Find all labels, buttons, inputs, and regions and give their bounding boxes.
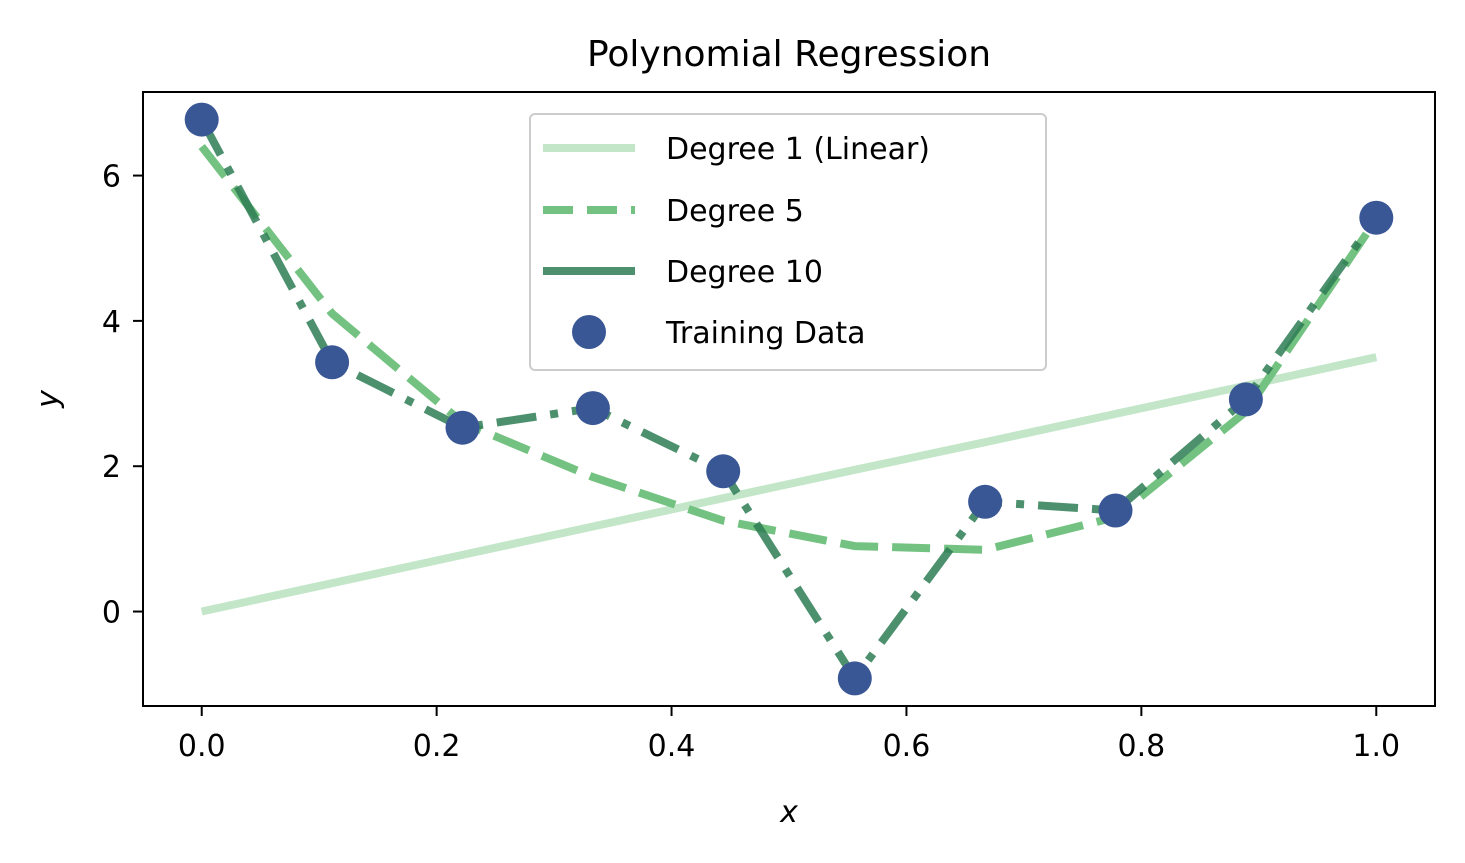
x-tick-label: 1.0	[1352, 729, 1400, 764]
legend-label: Degree 10	[666, 255, 823, 290]
series-line-2	[198, 144, 1380, 554]
data-point	[575, 391, 610, 426]
y-axis-label: y	[31, 389, 66, 409]
data-point	[184, 102, 219, 137]
data-point	[968, 484, 1003, 519]
legend-entry: Degree 5	[543, 194, 804, 229]
y-axis: 0 2 4 6	[102, 160, 143, 631]
x-tick-label: 0.0	[178, 729, 226, 764]
series-line-1	[200, 353, 1378, 616]
data-point	[1228, 382, 1263, 417]
x-axis-label: x	[779, 795, 798, 830]
x-tick-label: 0.4	[648, 729, 696, 764]
x-tick-label: 0.6	[883, 729, 931, 764]
legend-entry: Degree 1 (Linear)	[543, 132, 930, 167]
legend-label: Degree 1 (Linear)	[666, 132, 930, 167]
legend-frame	[529, 113, 1047, 371]
series-line-3	[198, 117, 1380, 683]
legend: Degree 1 (Linear) Degree 5 Degree 10 Traini…	[529, 113, 1047, 371]
y-tick-label: 6	[102, 160, 121, 195]
data-point	[1359, 200, 1394, 235]
data-point	[706, 454, 741, 489]
x-axis: 0.0 0.2 0.4 0.6 0.8 1.0	[178, 706, 1400, 764]
legend-entry: Degree 10	[543, 255, 823, 290]
series-layer	[198, 117, 1380, 683]
legend-label: Degree 5	[666, 194, 804, 229]
x-tick-label: 0.2	[413, 729, 461, 764]
y-tick-label: 4	[102, 305, 121, 340]
data-point	[315, 345, 350, 380]
scatter-layer	[184, 102, 1394, 696]
legend-entry: Training Data	[572, 315, 866, 351]
legend-label: Training Data	[665, 316, 866, 351]
chart-title: Polynomial Regression	[587, 34, 991, 75]
plot-frame	[142, 91, 1436, 707]
data-point	[1098, 493, 1133, 528]
y-tick-label: 2	[102, 450, 121, 485]
x-tick-label: 0.8	[1118, 729, 1166, 764]
data-point	[445, 410, 480, 445]
y-tick-label: 0	[102, 596, 121, 631]
data-point	[837, 661, 872, 696]
legend-swatch	[572, 315, 606, 349]
